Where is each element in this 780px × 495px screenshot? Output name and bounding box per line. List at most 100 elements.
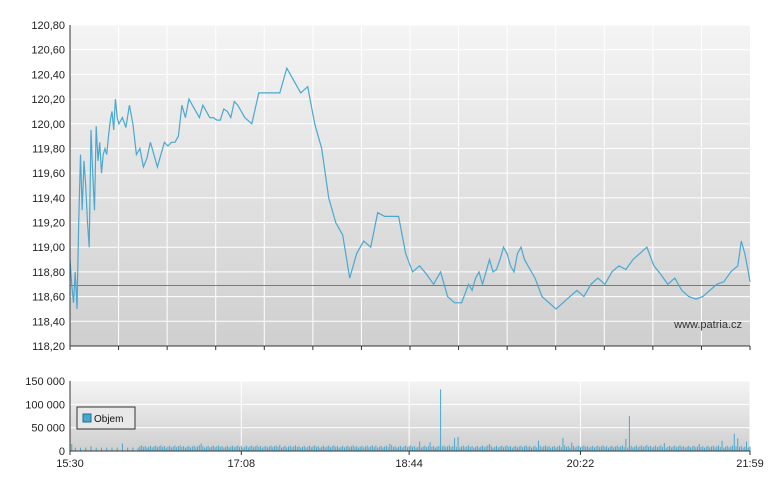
volume-bar bbox=[639, 446, 641, 451]
volume-bar bbox=[518, 446, 520, 451]
volume-bar bbox=[246, 445, 248, 451]
volume-bar bbox=[191, 446, 193, 451]
volume-bar bbox=[195, 447, 197, 451]
volume-bar bbox=[637, 447, 639, 451]
volume-bar bbox=[422, 446, 424, 451]
volume-bar bbox=[646, 444, 648, 451]
volume-bar bbox=[214, 447, 216, 451]
volume-bar bbox=[602, 445, 604, 451]
volume-bar bbox=[462, 445, 464, 451]
watermark-text: www.patria.cz bbox=[673, 319, 742, 331]
volume-bar bbox=[275, 445, 277, 451]
volume-y-tick-label: 150 000 bbox=[25, 376, 65, 388]
volume-bar bbox=[588, 447, 590, 451]
volume-bar bbox=[630, 445, 632, 451]
volume-bar bbox=[660, 445, 662, 451]
volume-bar bbox=[672, 446, 674, 451]
volume-legend: Objem bbox=[76, 406, 136, 430]
volume-bar bbox=[148, 446, 150, 451]
volume-bar bbox=[347, 445, 349, 451]
volume-bar bbox=[333, 445, 335, 451]
volume-bar bbox=[384, 446, 386, 451]
volume-plot-background bbox=[70, 381, 750, 451]
volume-bar bbox=[235, 446, 237, 451]
volume-bar bbox=[490, 446, 492, 451]
volume-bar bbox=[592, 445, 594, 451]
volume-bar bbox=[127, 447, 129, 451]
volume-bar bbox=[211, 446, 213, 451]
volume-bar bbox=[303, 445, 305, 451]
volume-bar bbox=[240, 446, 242, 451]
volume-bar bbox=[212, 445, 214, 451]
volume-bar bbox=[408, 446, 410, 451]
volume-bar bbox=[434, 447, 436, 451]
volume-bar bbox=[256, 445, 258, 451]
volume-bar bbox=[529, 446, 531, 451]
volume-bar bbox=[385, 445, 387, 451]
volume-bar bbox=[205, 446, 207, 451]
volume-bar bbox=[338, 447, 340, 451]
volume-bar bbox=[742, 447, 744, 451]
volume-bar bbox=[282, 446, 284, 451]
volume-bar bbox=[700, 446, 702, 451]
volume-bar bbox=[550, 447, 552, 451]
volume-bar bbox=[747, 447, 749, 451]
volume-bar bbox=[270, 445, 272, 451]
legend-swatch bbox=[82, 413, 92, 423]
volume-bar bbox=[218, 445, 220, 451]
volume-bar bbox=[546, 446, 548, 451]
volume-bar bbox=[719, 446, 721, 451]
volume-bar bbox=[705, 446, 707, 451]
volume-bar bbox=[415, 447, 417, 451]
volume-bar bbox=[609, 446, 611, 451]
volume-bar bbox=[539, 445, 541, 451]
volume-bar bbox=[649, 445, 651, 451]
volume-bar bbox=[704, 447, 706, 451]
volume-bar bbox=[496, 445, 498, 451]
volume-bar bbox=[219, 446, 221, 451]
volume-bar bbox=[707, 445, 709, 451]
volume-bar bbox=[289, 445, 291, 451]
volume-bar bbox=[261, 447, 263, 451]
volume-bar bbox=[424, 445, 426, 451]
volume-bar bbox=[431, 446, 433, 451]
volume-bar bbox=[642, 446, 644, 451]
volume-bar bbox=[405, 445, 407, 451]
volume-bar bbox=[139, 446, 141, 451]
volume-bar bbox=[698, 444, 700, 451]
volume-bar bbox=[394, 446, 396, 451]
volume-bar bbox=[312, 446, 314, 451]
volume-bar bbox=[450, 446, 452, 451]
volume-bar bbox=[482, 445, 484, 451]
volume-bar bbox=[520, 445, 522, 451]
volume-bar bbox=[611, 445, 613, 451]
volume-bar bbox=[749, 446, 751, 451]
volume-bar bbox=[697, 446, 699, 451]
volume-bar bbox=[335, 446, 337, 451]
volume-bar bbox=[190, 447, 192, 451]
volume-bar bbox=[459, 447, 461, 451]
volume-bar bbox=[489, 444, 491, 451]
volume-y-tick-label: 50 000 bbox=[31, 423, 65, 435]
volume-bar bbox=[377, 447, 379, 451]
volume-bar bbox=[464, 447, 466, 451]
volume-bar bbox=[427, 446, 429, 451]
volume-bar bbox=[712, 445, 714, 451]
volume-bar bbox=[174, 445, 176, 451]
volume-bar bbox=[412, 446, 414, 451]
volume-bar bbox=[281, 447, 283, 451]
volume-bar bbox=[728, 447, 730, 451]
volume-bar bbox=[523, 446, 525, 451]
volume-bar bbox=[162, 446, 164, 451]
volume-bar bbox=[209, 447, 211, 451]
volume-bar bbox=[163, 446, 165, 451]
volume-bar bbox=[485, 446, 487, 451]
volume-bar bbox=[560, 447, 562, 451]
volume-bar bbox=[433, 446, 435, 451]
volume-bar bbox=[176, 447, 178, 451]
volume-bar bbox=[307, 446, 309, 451]
volume-bar bbox=[658, 446, 660, 451]
volume-bar bbox=[681, 446, 683, 451]
volume-bar bbox=[370, 446, 372, 451]
volume-bar bbox=[356, 446, 358, 451]
